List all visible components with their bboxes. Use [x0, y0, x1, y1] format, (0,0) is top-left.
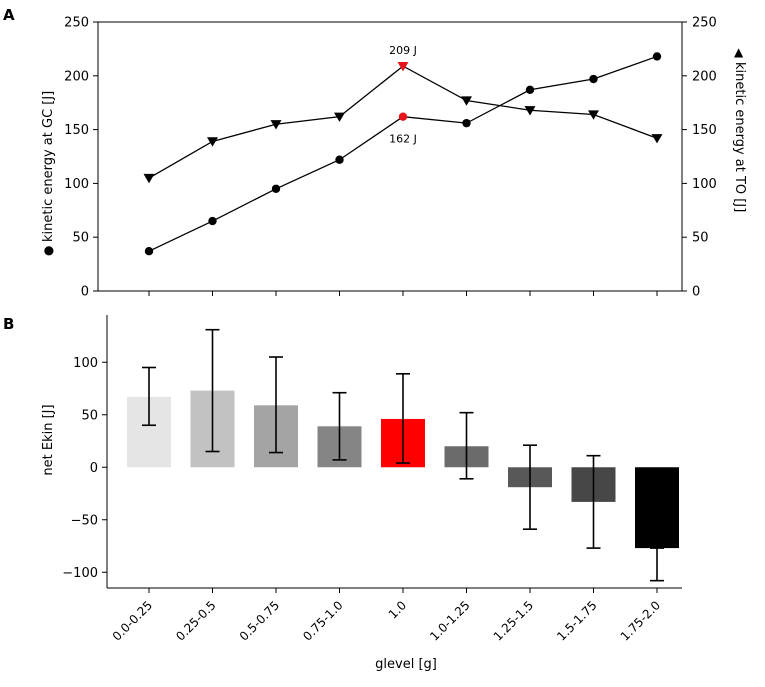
- panel-a-series: [143, 52, 663, 256]
- panel-b-x-axis: 0.0-0.25 0.25-0.5 0.5-0.75 0.75-1.0 1.0 1.0-1…: [110, 588, 663, 644]
- a-left-tick-label: 50: [72, 231, 89, 246]
- panel-a-frame: [97, 21, 683, 292]
- gc-point: [462, 118, 471, 128]
- panel-a-right-ylabel-group: ▲ kinetic energy at TO [J]: [732, 45, 747, 212]
- b-y-tick-label: 50: [81, 408, 98, 423]
- panel-label-b: B: [3, 315, 14, 333]
- panel-a-left-ylabel: kinetic energy at GC [J]: [41, 91, 56, 242]
- b-x-tick-label: 1.5-1.75: [554, 598, 599, 643]
- a-left-tick-label: 150: [64, 123, 89, 138]
- gc-point: [398, 112, 408, 121]
- panel-a-x-axis: [148, 291, 658, 296]
- b-x-tick-label: 1.0-1.25: [427, 598, 472, 643]
- to-point: [397, 61, 409, 72]
- b-y-tick-label: −50: [71, 513, 98, 528]
- gc-point: [652, 52, 662, 61]
- gc-point: [144, 246, 154, 256]
- right-legend-marker: ▲: [734, 45, 744, 59]
- b-x-tick-label: 1.25-1.5: [491, 598, 536, 643]
- panel-a-line-chart: 0 50 100 150 200 250 0 50 100 150 200 250 209 J 162…: [41, 16, 747, 300]
- panel-label-a: A: [3, 6, 15, 24]
- panel-b-error-bars: [142, 328, 664, 582]
- b-y-tick-label: −100: [62, 566, 98, 581]
- bar: [635, 467, 679, 549]
- to-point: [651, 134, 663, 144]
- a-right-tick-label: 150: [692, 123, 717, 138]
- panel-b-xlabel: glevel [g]: [375, 657, 437, 672]
- b-x-tick-label: 0.25-0.5: [173, 598, 218, 643]
- gc-point: [589, 74, 598, 84]
- to-point: [524, 106, 536, 116]
- panel-a-right-ylabel: kinetic energy at TO [J]: [732, 62, 747, 212]
- b-x-tick-label: 0.75-1.0: [300, 598, 345, 643]
- a-left-tick-label: 250: [64, 16, 89, 31]
- to-point: [143, 173, 155, 184]
- b-x-tick-label: 1.0: [386, 598, 409, 621]
- annotation-label: 162 J: [389, 133, 417, 146]
- a-left-tick-label: 0: [81, 285, 89, 300]
- a-right-tick-label: 100: [692, 177, 717, 192]
- a-right-tick-label: 250: [692, 16, 717, 31]
- a-right-tick-label: 200: [692, 69, 717, 84]
- gc-point: [208, 216, 217, 226]
- to-point: [588, 110, 599, 120]
- b-x-tick-label: 0.5-0.75: [237, 598, 282, 643]
- left-legend-marker: ●: [41, 246, 55, 256]
- panel-b-y-axis: −100 −50 0 50 100: [62, 356, 107, 581]
- b-y-tick-label: 100: [73, 356, 98, 371]
- gc-point: [271, 184, 281, 193]
- gc-point: [335, 155, 344, 164]
- series-line-gc: [148, 55, 658, 252]
- to-point: [270, 120, 282, 130]
- panel-a-left-axis: 0 50 100 150 200 250: [64, 16, 98, 300]
- b-y-tick-label: 0: [90, 461, 98, 476]
- to-point: [207, 137, 218, 147]
- annotation-label: 209 J: [389, 44, 417, 57]
- series-line-to: [148, 65, 658, 179]
- a-right-tick-label: 50: [692, 231, 709, 246]
- b-x-tick-label: 0.0-0.25: [110, 598, 155, 643]
- b-x-tick-label: 1.75-2.0: [618, 598, 663, 643]
- panel-a-right-axis: 0 50 100 150 200 250: [682, 16, 717, 300]
- panel-a-annotations: 209 J 162 J: [389, 44, 417, 146]
- to-point: [461, 96, 472, 106]
- a-right-tick-label: 0: [692, 285, 700, 300]
- gc-point: [525, 85, 535, 94]
- panel-b-ylabel: net Ekin [J]: [41, 404, 56, 475]
- a-left-tick-label: 100: [64, 177, 89, 192]
- to-point: [334, 112, 345, 122]
- panel-a-left-ylabel-group: ● kinetic energy at GC [J]: [41, 91, 56, 256]
- a-left-tick-label: 200: [64, 69, 89, 84]
